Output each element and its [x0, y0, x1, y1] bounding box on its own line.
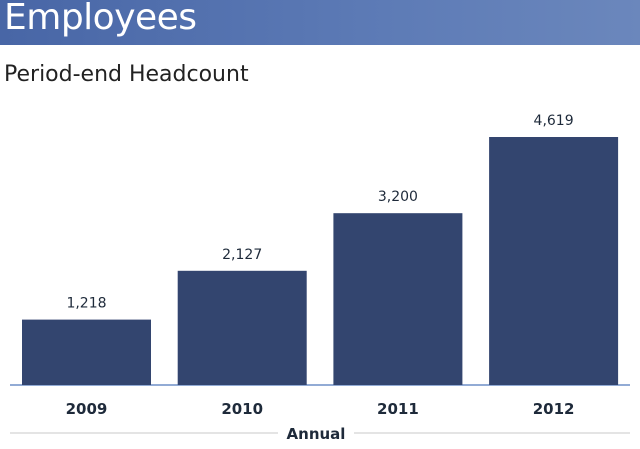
x-tick-label: 2009: [66, 400, 108, 418]
x-axis-label: Annual: [287, 425, 346, 443]
data-label: 2,127: [222, 247, 262, 263]
data-label: 3,200: [378, 189, 418, 205]
x-tick-label: 2010: [221, 400, 263, 418]
chart-title: Period-end Headcount: [4, 62, 249, 87]
header-banner: Employees: [0, 0, 640, 45]
x-tick-label: 2011: [377, 400, 419, 418]
page-title: Employees: [4, 0, 197, 38]
bar-2009: [22, 319, 151, 385]
bar-2011: [333, 213, 463, 385]
data-label: 4,619: [534, 113, 574, 129]
bar-2012: [489, 137, 619, 385]
bar-2010: [177, 270, 307, 385]
data-label: 1,218: [66, 296, 106, 312]
x-tick-label: 2012: [533, 400, 575, 418]
